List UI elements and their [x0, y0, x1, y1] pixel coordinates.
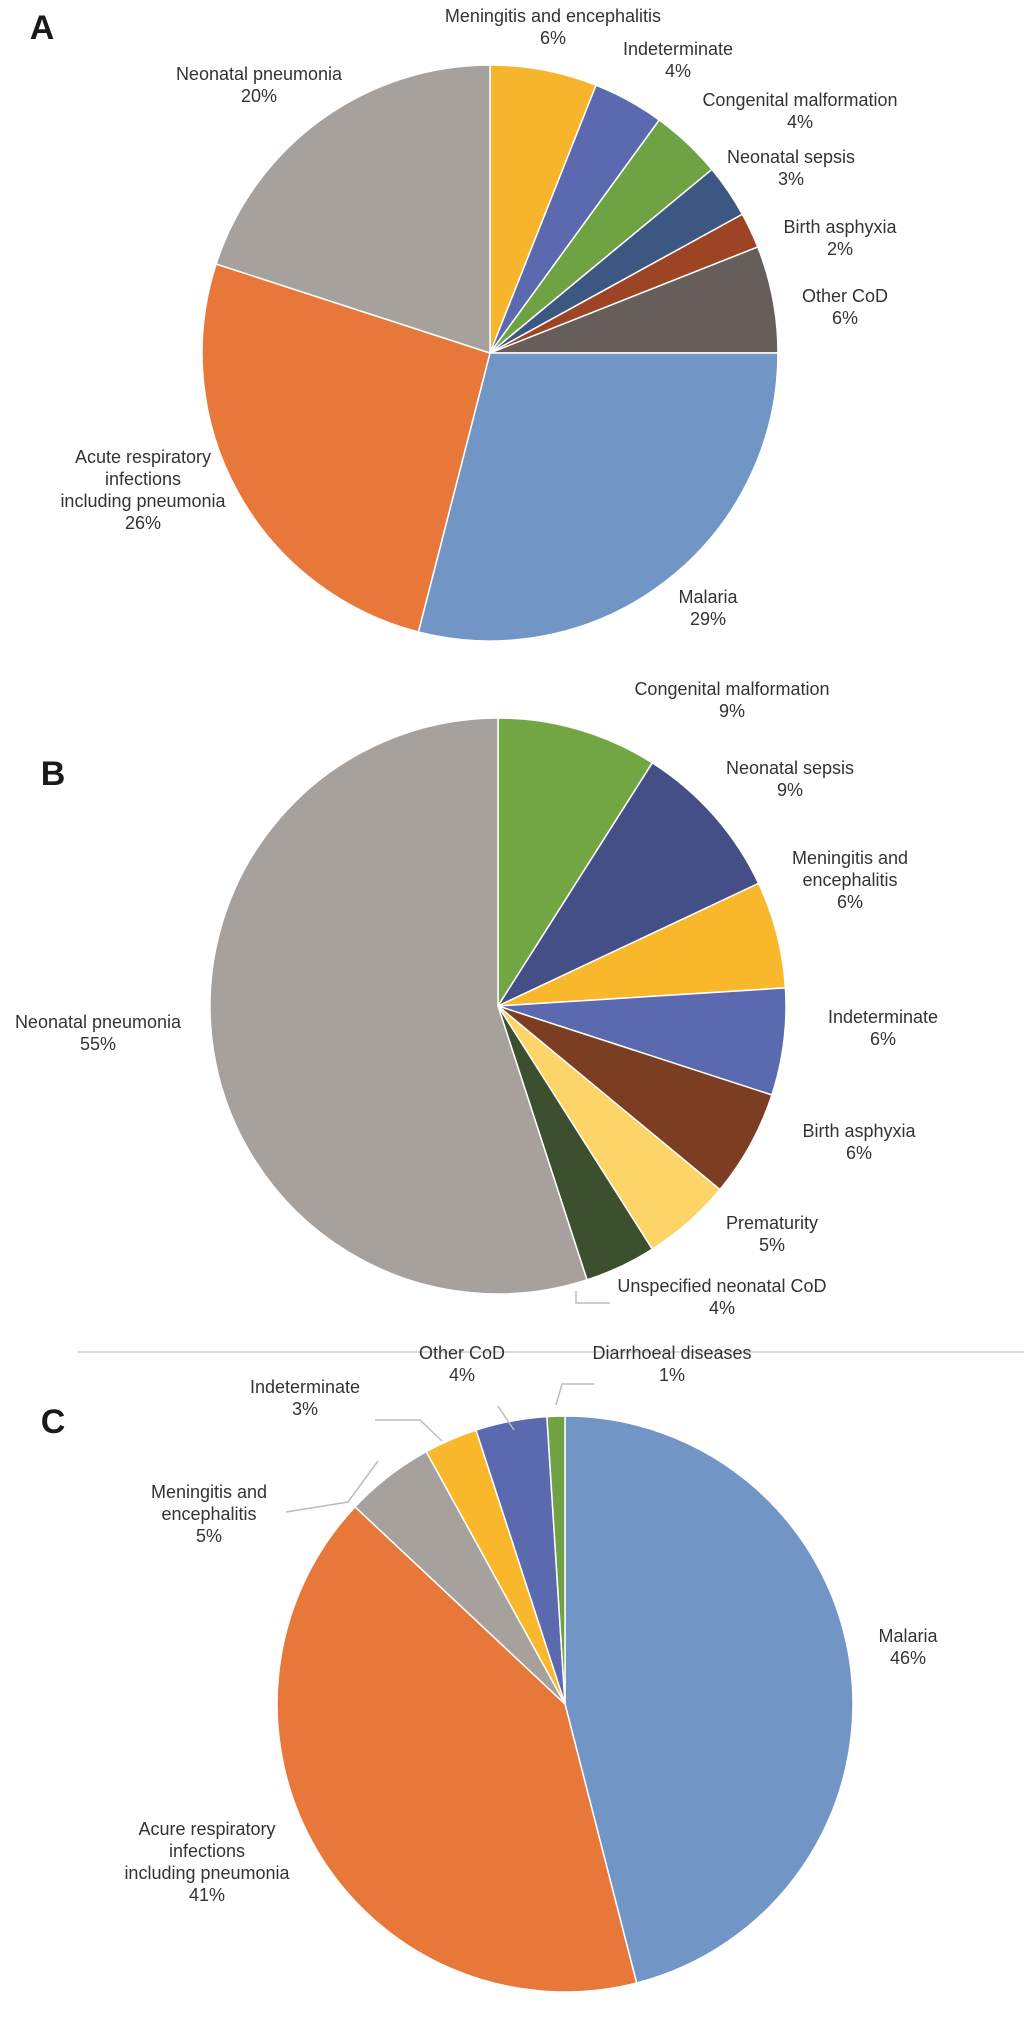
slice-label-acure-respiratory-infections-including-pneumonia: Acure respiratory infections including pne…: [124, 1819, 290, 1905]
pie-slice-neonatal-pneumonia: [209, 717, 588, 1295]
slice-label-meningitis-and-encephalitis: Meningitis and encephalitis 6%: [792, 848, 908, 912]
slice-label-acute-respiratory-infections-including-pneumonia: Acute respiratory infections including pne…: [60, 447, 226, 533]
pie-slice-acute-respiratory-infections-including-pneumonia: [201, 263, 491, 633]
slice-label-prematurity: Prematurity 5%: [726, 1213, 818, 1255]
leader-line: [575, 1291, 610, 1304]
panel-letter-c: C: [41, 1403, 66, 1441]
slice-label-other-cod: Other CoD 4%: [419, 1343, 505, 1385]
pie-slice-diarrhoeal-diseases: [546, 1415, 566, 1705]
slice-label-meningitis-and-encephalitis: Meningitis and encephalitis 6%: [445, 6, 661, 48]
slice-label-congenital-malformation: Congenital malformation 4%: [702, 90, 897, 132]
pie-slice-malaria: [564, 1415, 854, 1984]
slice-label-other-cod: Other CoD 6%: [802, 286, 888, 328]
leader-line: [497, 1405, 515, 1431]
leader-line: [375, 1419, 443, 1442]
slice-label-birth-asphyxia: Birth asphyxia 2%: [783, 217, 897, 259]
pie-slice-acure-respiratory-infections-including-pneumonia: [276, 1505, 638, 1993]
leader-line: [285, 1460, 379, 1513]
pie-chart-a: A Meningitis and encephalitis 6%Indetermin…: [30, 6, 898, 642]
slice-label-neonatal-pneumonia: Neonatal pneumonia 20%: [176, 64, 343, 106]
slice-label-neonatal-sepsis: Neonatal sepsis 3%: [727, 147, 855, 189]
slice-label-indeterminate: Indeterminate 4%: [623, 39, 733, 81]
slice-label-malaria: Malaria 46%: [878, 1626, 938, 1668]
panel-letter-a: A: [30, 9, 55, 47]
slice-label-indeterminate: Indeterminate 6%: [828, 1007, 938, 1049]
slice-label-malaria: Malaria 29%: [678, 587, 738, 629]
pie-slice-malaria: [417, 352, 779, 642]
slice-label-diarrhoeal-diseases: Diarrhoeal diseases 1%: [592, 1343, 751, 1385]
slice-label-indeterminate: Indeterminate 3%: [250, 1377, 360, 1419]
pie-slice-neonatal-pneumonia: [215, 64, 491, 355]
pie-chart-c: C Malaria 46% Acure respiratory infections in…: [41, 1343, 938, 1993]
slice-label-neonatal-sepsis: Neonatal sepsis 9%: [726, 758, 854, 800]
panel-letter-b: B: [41, 755, 66, 793]
pie-chart-b: B Congenital malformation 9% Neonatal sepsi…: [15, 679, 938, 1318]
leader-line: [555, 1383, 594, 1406]
slice-label-birth-asphyxia: Birth asphyxia 6%: [802, 1121, 916, 1163]
slice-label-neonatal-pneumonia: Neonatal pneumonia 55%: [15, 1012, 182, 1054]
pie-slice-neonatal-sepsis: [495, 761, 760, 1008]
slice-label-unspecified-neonatal-cod: Unspecified neonatal CoD 4%: [617, 1276, 826, 1318]
slice-label-meningitis-and-encephalitis: Meningitis and encephalitis 5%: [151, 1482, 267, 1546]
pie-slice-congenital-malformation: [497, 717, 654, 1009]
slice-label-congenital-malformation: Congenital malformation 9%: [634, 679, 829, 721]
